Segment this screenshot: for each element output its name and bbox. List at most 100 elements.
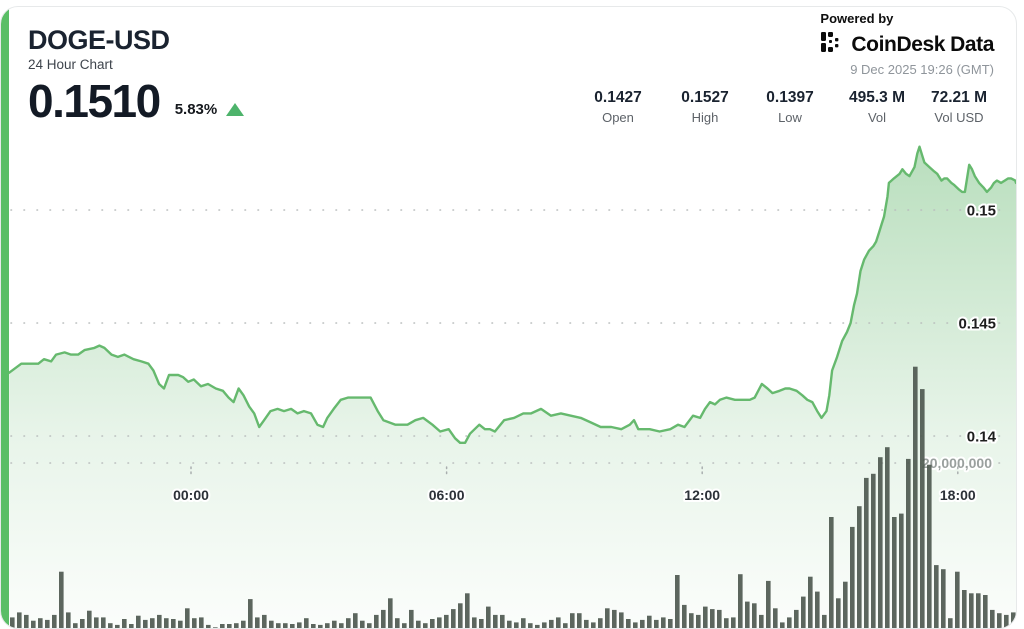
volume-bar bbox=[528, 623, 533, 628]
volume-bar bbox=[724, 618, 729, 628]
brand-coindesk: CoinDesk bbox=[851, 32, 946, 56]
volume-bar bbox=[150, 618, 155, 628]
x-axis-label: 18:00 bbox=[940, 487, 976, 503]
volume-bar bbox=[346, 618, 351, 628]
volume-bar bbox=[297, 622, 302, 628]
volume-bar bbox=[731, 617, 736, 628]
stat-low-label: Low bbox=[778, 110, 802, 125]
volume-bar bbox=[878, 457, 883, 628]
volume-bar bbox=[801, 596, 806, 628]
volume-bar bbox=[829, 517, 834, 628]
volume-bar bbox=[290, 624, 295, 628]
x-axis-label: 06:00 bbox=[429, 487, 465, 503]
volume-bar bbox=[521, 618, 526, 628]
volume-bar bbox=[843, 581, 848, 628]
volume-bar bbox=[339, 623, 344, 628]
volume-bar bbox=[367, 623, 372, 628]
stat-vol-usd-label: Vol USD bbox=[934, 110, 984, 125]
volume-bar bbox=[626, 619, 631, 628]
volume-bar bbox=[682, 604, 687, 628]
coindesk-data-logo[interactable]: CoinDesk Data bbox=[820, 30, 994, 59]
brand-data: Data bbox=[950, 32, 994, 56]
volume-bar bbox=[654, 619, 659, 628]
volume-bar bbox=[325, 623, 330, 628]
volume-bar bbox=[738, 574, 743, 628]
price-axis-label: 0.14 bbox=[967, 429, 997, 446]
volume-bar bbox=[899, 513, 904, 628]
powered-by-label: Powered by bbox=[820, 11, 894, 26]
volume-bar bbox=[283, 623, 288, 628]
volume-bar bbox=[381, 609, 386, 628]
volume-bar bbox=[619, 612, 624, 628]
volume-bar bbox=[920, 389, 925, 628]
card-accent-bar bbox=[1, 7, 9, 628]
stat-high-value: 0.1527 bbox=[681, 89, 729, 106]
volume-bar bbox=[206, 624, 211, 628]
volume-bar bbox=[108, 623, 113, 628]
volume-bar bbox=[675, 575, 680, 628]
volume-bar bbox=[787, 617, 792, 628]
volume-bar bbox=[164, 618, 169, 628]
volume-bar bbox=[591, 622, 596, 628]
volume-bar bbox=[598, 618, 603, 628]
x-axis-label: 12:00 bbox=[684, 487, 720, 503]
stat-open-label: Open bbox=[602, 110, 634, 125]
price-axis-label: 0.145 bbox=[958, 316, 996, 333]
arrow-up-icon bbox=[226, 103, 245, 117]
volume-bar bbox=[304, 618, 309, 628]
volume-bar bbox=[87, 610, 92, 628]
stat-low: 0.1397 Low bbox=[766, 89, 813, 125]
volume-bar bbox=[633, 622, 638, 628]
volume-bar bbox=[752, 603, 757, 628]
volume-bar bbox=[122, 619, 127, 628]
stat-vol-usd-value: 72.21 M bbox=[930, 89, 988, 106]
volume-bar bbox=[374, 614, 379, 628]
volume-bar bbox=[689, 613, 694, 628]
price-axis-label: 0.15 bbox=[967, 203, 996, 220]
volume-bar bbox=[395, 618, 400, 628]
volume-bar bbox=[262, 614, 267, 628]
volume-bar bbox=[836, 598, 841, 628]
volume-bar bbox=[514, 622, 519, 628]
stat-open: 0.1427 Open bbox=[594, 89, 641, 125]
volume-bar bbox=[570, 613, 575, 628]
volume-bar bbox=[248, 599, 253, 628]
volume-bar bbox=[178, 620, 183, 628]
volume-bar bbox=[584, 619, 589, 628]
volume-bar bbox=[423, 623, 428, 628]
volume-bar bbox=[640, 619, 645, 628]
volume-bar bbox=[983, 595, 988, 628]
stat-vol: 495.3 M Vol bbox=[849, 89, 905, 125]
volume-bar bbox=[199, 617, 204, 628]
volume-bar bbox=[444, 614, 449, 628]
volume-bar bbox=[52, 614, 57, 628]
volume-bar bbox=[241, 620, 246, 628]
volume-bar bbox=[766, 580, 771, 628]
volume-bar bbox=[129, 624, 134, 628]
volume-bar bbox=[472, 617, 477, 628]
volume-bar bbox=[892, 517, 897, 628]
volume-bar bbox=[745, 601, 750, 628]
volume-bar bbox=[941, 569, 946, 628]
stat-vol-value: 495.3 M bbox=[848, 89, 906, 106]
volume-bar bbox=[647, 615, 652, 628]
volume-bar bbox=[388, 598, 393, 628]
volume-bar bbox=[269, 620, 274, 628]
volume-bar bbox=[955, 571, 960, 628]
volume-bar bbox=[486, 606, 491, 628]
price-area-fill bbox=[9, 146, 1016, 628]
volume-bar bbox=[24, 614, 29, 628]
chart-canvas[interactable]: 20,000,000 00:00 06:00 12:00 18:00 0.15 0.145 0… bbox=[1, 7, 1017, 629]
volume-bar bbox=[234, 623, 239, 628]
volume-bar bbox=[430, 619, 435, 628]
volume-bar bbox=[535, 624, 540, 628]
volume-bar bbox=[318, 624, 323, 628]
volume-axis-label: 20,000,000 bbox=[922, 455, 992, 471]
volume-bar bbox=[17, 612, 22, 628]
volume-bar bbox=[213, 627, 218, 628]
volume-bar bbox=[990, 609, 995, 628]
volume-bar bbox=[59, 571, 64, 628]
volume-bar bbox=[969, 593, 974, 628]
volume-bar bbox=[668, 619, 673, 628]
volume-bar bbox=[402, 623, 407, 628]
